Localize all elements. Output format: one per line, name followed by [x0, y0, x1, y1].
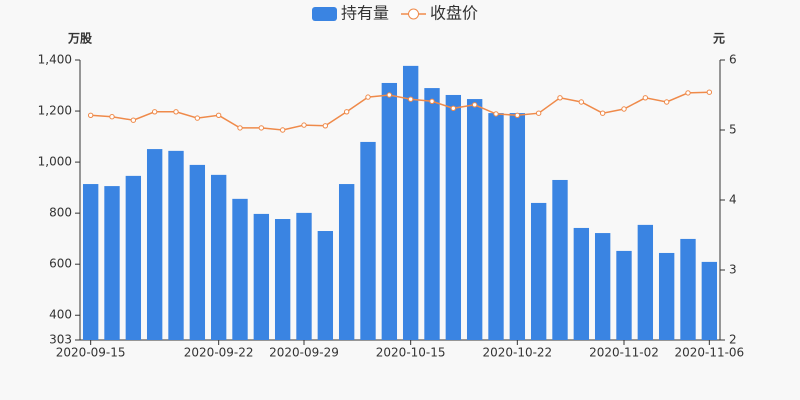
bar	[189, 164, 206, 340]
bar	[445, 94, 462, 340]
price-point	[365, 94, 371, 100]
bar	[509, 113, 526, 341]
price-point	[87, 112, 94, 119]
bar	[594, 233, 611, 340]
legend-swatch[interactable]	[312, 7, 337, 21]
bar	[360, 141, 376, 340]
price-line	[90, 91, 710, 131]
y-tick-label: 1,400	[38, 53, 72, 67]
x-tick-label: 2020-11-02	[589, 346, 659, 360]
x-tick-label: 2020-09-15	[56, 346, 126, 360]
price-point	[514, 112, 521, 119]
price-point	[493, 111, 499, 117]
bar	[253, 213, 270, 340]
bar	[466, 99, 483, 340]
bar	[616, 250, 632, 340]
price-point	[130, 117, 137, 123]
legend-label[interactable]: 收盘价	[430, 4, 478, 23]
y-tick-label: 1,200	[38, 104, 72, 118]
price-point	[343, 109, 350, 115]
bar	[338, 184, 355, 340]
price-point	[386, 92, 393, 98]
bar	[104, 186, 120, 340]
bar	[296, 212, 312, 340]
price-point	[429, 98, 435, 105]
y-tick-label: 600	[49, 257, 72, 271]
price-point	[151, 109, 158, 115]
bar	[680, 238, 696, 340]
price-point	[642, 95, 649, 101]
price-point	[194, 115, 201, 121]
bar	[381, 82, 398, 340]
price-point	[301, 122, 307, 128]
bar	[573, 227, 590, 340]
price-point	[237, 125, 243, 131]
bar	[552, 179, 568, 340]
price-point	[173, 109, 179, 115]
bar	[658, 252, 675, 340]
price-point	[685, 90, 691, 96]
legend-label[interactable]: 持有量	[341, 4, 389, 23]
bar	[701, 261, 718, 340]
price-point	[279, 127, 286, 133]
price-point	[621, 106, 627, 112]
bar	[317, 231, 334, 340]
bar	[402, 65, 419, 341]
x-tick-label: 2020-09-22	[184, 346, 254, 360]
price-point	[663, 99, 670, 105]
bar	[274, 219, 291, 340]
y2-tick-label: 2	[729, 333, 737, 347]
y-tick-label: 1,000	[38, 155, 72, 169]
price-point	[706, 89, 713, 95]
price-point	[599, 110, 606, 116]
bar	[530, 202, 547, 340]
y-tick-label: 303	[49, 333, 72, 347]
y-tick-label: 800	[49, 206, 72, 220]
x-tick-label: 2020-09-29	[269, 346, 339, 360]
price-point	[578, 99, 585, 105]
x-tick-label: 2020-10-15	[376, 346, 446, 360]
price-point	[471, 102, 478, 108]
y2-tick-label: 4	[729, 193, 737, 207]
price-point	[258, 125, 265, 131]
bar	[82, 184, 99, 340]
bar	[210, 174, 227, 340]
bar	[168, 150, 184, 340]
y2-tick-label: 6	[729, 53, 737, 67]
bar	[146, 149, 163, 340]
y-tick-label: 400	[49, 308, 72, 322]
price-point	[407, 96, 414, 102]
y2-tick-label: 3	[729, 263, 737, 277]
legend-swatch-point	[408, 8, 420, 20]
bar	[424, 88, 440, 340]
bar	[232, 198, 248, 340]
price-point	[557, 95, 563, 101]
bar	[125, 175, 142, 340]
y-axis-unit: 万股	[67, 31, 93, 46]
y2-tick-label: 5	[729, 123, 737, 137]
price-point	[322, 123, 329, 129]
y2-axis-unit: 元	[713, 32, 725, 46]
bar	[488, 113, 504, 341]
bar	[637, 224, 654, 340]
price-point	[450, 105, 457, 112]
x-tick-label: 2020-10-22	[482, 346, 552, 360]
x-tick-label: 2020-11-06	[674, 346, 744, 360]
price-point	[109, 114, 115, 120]
price-point	[535, 110, 542, 116]
price-point	[215, 112, 222, 119]
